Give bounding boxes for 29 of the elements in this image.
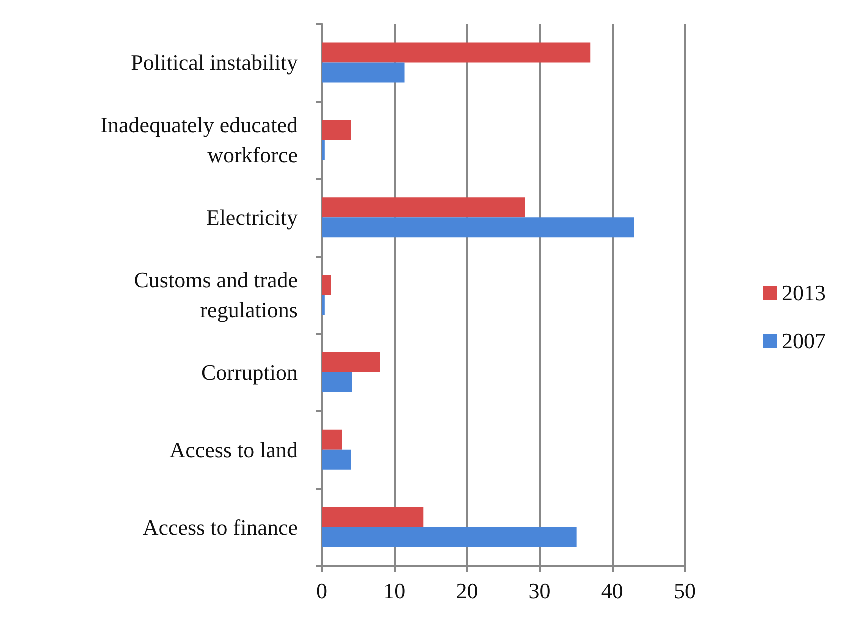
y-tick-label: Inadequately educated workforce: [100, 112, 298, 168]
legend-label: 2013: [782, 280, 826, 306]
x-tick-label: 10: [384, 578, 406, 604]
bar: [322, 62, 405, 83]
bar: [322, 527, 577, 548]
x-tick-label: 20: [456, 578, 478, 604]
y-tick-label: Access to finance: [142, 514, 298, 540]
x-tick-label: 50: [674, 578, 696, 604]
bar: [322, 198, 526, 218]
bar: [322, 120, 352, 140]
x-tick-label: 30: [528, 578, 551, 604]
legend-label: 2007: [782, 328, 826, 354]
y-tick-label: Corruption: [201, 360, 298, 385]
bar: [322, 507, 424, 528]
y-tick-label: Electricity: [206, 205, 298, 230]
bar: [322, 218, 634, 238]
bar: [322, 352, 380, 372]
y-tick-label: Political instability: [131, 50, 298, 76]
bar: [322, 275, 332, 295]
bar: [322, 430, 342, 450]
bar: [322, 450, 352, 470]
x-tick-label: 0: [316, 578, 328, 604]
bar: [322, 42, 591, 63]
x-tick-label: 40: [601, 578, 624, 604]
y-tick-label: Customs and trade regulations: [134, 268, 298, 322]
bar: [322, 295, 325, 315]
bar: [322, 372, 352, 392]
bar: [322, 140, 325, 160]
y-tick-label: Access to land: [170, 437, 298, 462]
